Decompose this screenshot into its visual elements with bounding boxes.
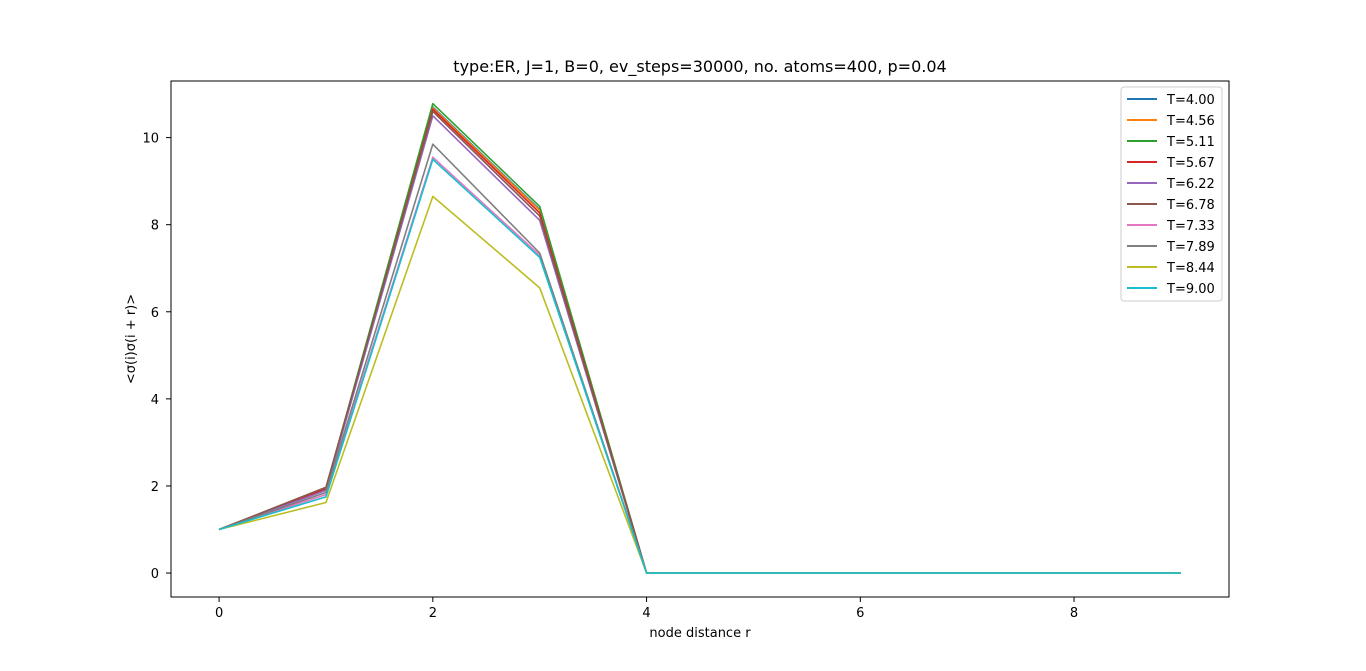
x-tick-label: 6 bbox=[856, 606, 864, 621]
series-line-1 bbox=[218, 106, 1181, 574]
series-line-2 bbox=[218, 107, 1181, 574]
plot-area bbox=[218, 102, 1181, 574]
chart-title: type:ER, J=1, B=0, ev_steps=30000, no. a… bbox=[453, 57, 946, 77]
series-line-9 bbox=[218, 195, 1181, 574]
legend: T=4.00 T=4.56 T=5.11 T=5.67 T=6.22 T=6.78 T=7.… bbox=[1120, 86, 1223, 302]
y-tick-label: 4 bbox=[151, 393, 159, 408]
plot-frame bbox=[170, 80, 1230, 598]
x-tick-label: 0 bbox=[215, 606, 223, 621]
series-line-6 bbox=[218, 110, 1181, 574]
legend-label-1: T=4.00 bbox=[1166, 93, 1215, 108]
y-tick-label: 10 bbox=[142, 132, 159, 147]
series-line-10 bbox=[218, 158, 1181, 574]
y-axis-label: <σ(i)σ(i + r)> bbox=[124, 294, 139, 384]
y-tick-label: 2 bbox=[151, 480, 159, 495]
x-axis: 0 2 4 6 8 bbox=[215, 597, 1078, 621]
series-layer bbox=[218, 102, 1181, 574]
x-tick-label: 2 bbox=[429, 606, 437, 621]
legend-label-7: T=7.33 bbox=[1166, 219, 1215, 234]
legend-label-4: T=5.67 bbox=[1166, 156, 1215, 171]
x-tick-label: 8 bbox=[1070, 606, 1078, 621]
series-line-7 bbox=[218, 156, 1181, 574]
legend-label-10: T=9.00 bbox=[1166, 282, 1215, 297]
y-tick-label: 8 bbox=[151, 219, 159, 234]
y-tick-label: 0 bbox=[151, 567, 159, 582]
legend-label-9: T=8.44 bbox=[1166, 261, 1215, 276]
legend-label-6: T=6.78 bbox=[1166, 198, 1215, 213]
legend-label-2: T=4.56 bbox=[1166, 114, 1215, 129]
legend-label-5: T=6.22 bbox=[1166, 177, 1215, 192]
x-axis-label: node distance r bbox=[649, 626, 751, 641]
legend-label-8: T=7.89 bbox=[1166, 240, 1215, 255]
x-tick-label: 4 bbox=[642, 606, 650, 621]
legend-label-3: T=5.11 bbox=[1166, 135, 1215, 150]
legend-items: T=4.00 T=4.56 T=5.11 T=5.67 T=6.22 T=6.78 T=7.… bbox=[1127, 93, 1215, 297]
series-line-5 bbox=[218, 115, 1181, 574]
y-tick-label: 6 bbox=[151, 306, 159, 321]
series-line-4 bbox=[218, 108, 1181, 574]
series-line-3 bbox=[218, 102, 1181, 574]
y-axis: 0 2 4 6 8 10 bbox=[142, 132, 171, 582]
